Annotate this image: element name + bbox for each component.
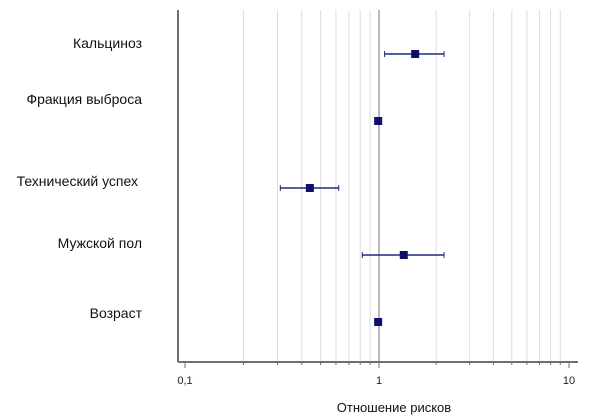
estimate-marker xyxy=(399,251,408,259)
x-tick-label: 10 xyxy=(563,375,575,387)
row-label: Кальциноз xyxy=(73,35,142,51)
x-tick-label: 1 xyxy=(376,375,382,387)
axes xyxy=(177,10,578,368)
x-axis-title: Отношение рисков xyxy=(337,400,451,415)
estimate-marker xyxy=(305,184,314,192)
x-tick-labels: 0,1 1 10 xyxy=(177,375,575,387)
estimate-marker xyxy=(374,117,383,125)
row-label: Фракция выброса xyxy=(26,91,142,107)
grid-lines xyxy=(242,10,561,362)
estimate-marker xyxy=(374,318,383,326)
estimates xyxy=(279,50,445,326)
row-label: Технический успех xyxy=(17,173,138,189)
row-labels: Кальциноз Фракция выброса Технический успе… xyxy=(17,35,143,321)
estimate-marker xyxy=(411,50,420,58)
x-tick-label: 0,1 xyxy=(177,375,192,387)
row-label: Мужской пол xyxy=(58,235,142,251)
row-label: Возраст xyxy=(90,305,143,321)
